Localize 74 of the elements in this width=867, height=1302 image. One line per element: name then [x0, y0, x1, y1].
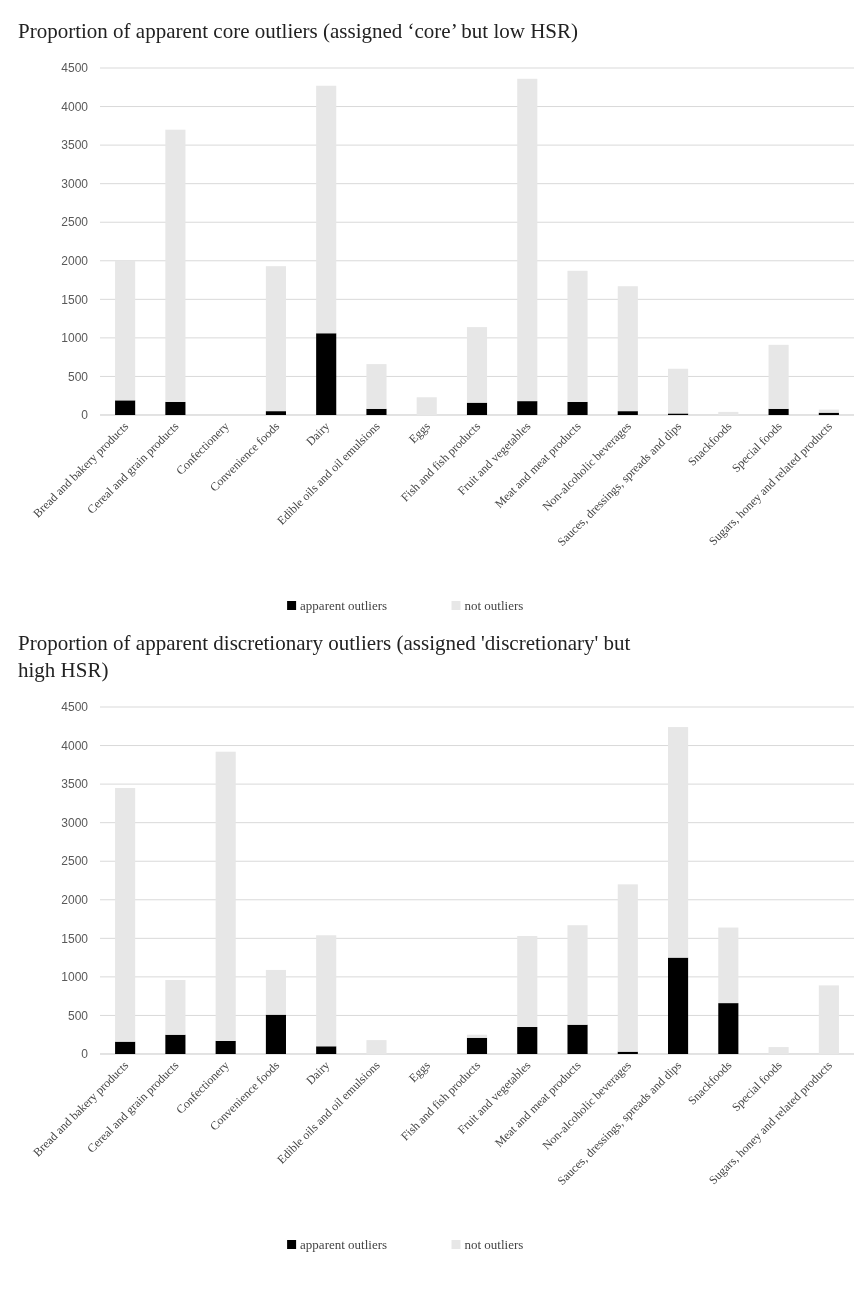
bar — [768, 408, 789, 415]
y-tick-label: 2000 — [61, 892, 89, 907]
bar — [517, 936, 538, 1028]
bar — [617, 884, 638, 1052]
bar — [466, 327, 488, 403]
bar — [718, 1003, 739, 1054]
y-tick-label: 2500 — [61, 215, 89, 230]
y-tick-label: 4000 — [61, 738, 89, 753]
bar — [617, 286, 638, 412]
y-tick-label: 3000 — [61, 815, 89, 830]
bar — [366, 364, 387, 409]
bar — [215, 1040, 236, 1054]
legend-label: apparent outliers — [300, 1237, 388, 1252]
y-tick-label: 4000 — [61, 99, 89, 114]
bar — [818, 985, 839, 1054]
bar — [115, 400, 136, 415]
bar — [316, 85, 337, 334]
bar — [265, 1014, 286, 1054]
bar — [668, 368, 689, 414]
bar — [567, 1024, 588, 1054]
y-tick-label: 2000 — [61, 253, 89, 268]
bar — [165, 129, 186, 402]
y-tick-label: 4500 — [61, 61, 89, 76]
bar — [265, 266, 286, 412]
bar — [768, 1047, 789, 1054]
bar — [517, 78, 538, 402]
bar — [265, 411, 286, 415]
y-tick-label: 1000 — [61, 331, 89, 346]
bar — [165, 979, 186, 1035]
bar — [115, 1041, 136, 1054]
y-tick-label: 3500 — [61, 138, 89, 153]
bar — [567, 270, 588, 402]
chart-title: Proportion of apparent core outliers (assigned ‘core’ but low HSR) — [18, 19, 579, 43]
bar — [466, 1034, 488, 1038]
bar — [567, 925, 588, 1025]
y-tick-label: 3000 — [61, 176, 89, 191]
bar — [517, 1027, 538, 1054]
bar — [466, 402, 488, 415]
y-tick-label: 2500 — [61, 854, 89, 869]
bar — [668, 727, 689, 958]
x-tick-label: Eggs — [405, 418, 434, 447]
bar — [165, 1034, 186, 1054]
y-tick-label: 500 — [67, 1008, 89, 1023]
bar — [517, 401, 538, 415]
y-tick-label: 4500 — [61, 700, 89, 715]
bar — [466, 1037, 488, 1054]
bar — [617, 411, 638, 415]
bar — [366, 1040, 387, 1054]
x-tick-label: Eggs — [405, 1057, 434, 1086]
bar — [567, 401, 588, 415]
bar — [265, 969, 286, 1015]
bar — [316, 935, 337, 1047]
y-tick-label: 1500 — [61, 931, 89, 946]
bar — [316, 1046, 337, 1054]
bar — [366, 408, 387, 415]
bar — [115, 787, 136, 1042]
chart-title: Proportion of apparent discretionary outliers (assigned 'discretionary' but high HSR) — [18, 631, 631, 682]
y-tick-label: 3500 — [61, 777, 89, 792]
y-tick-label: 0 — [81, 1047, 89, 1062]
y-tick-label: 0 — [81, 408, 89, 423]
legend-label: not outliers — [464, 1237, 524, 1252]
bar — [768, 344, 789, 409]
bar — [215, 751, 236, 1041]
y-tick-label: 1000 — [61, 970, 89, 985]
bar — [165, 401, 186, 415]
y-tick-label: 500 — [67, 369, 89, 384]
legend-label: apparent outliers — [300, 598, 388, 613]
bar — [316, 333, 337, 415]
bar — [416, 397, 437, 415]
bar — [668, 957, 689, 1054]
y-tick-label: 1500 — [61, 292, 89, 307]
legend-label: not outliers — [464, 598, 524, 613]
bar — [718, 927, 739, 1004]
bar — [115, 260, 136, 401]
